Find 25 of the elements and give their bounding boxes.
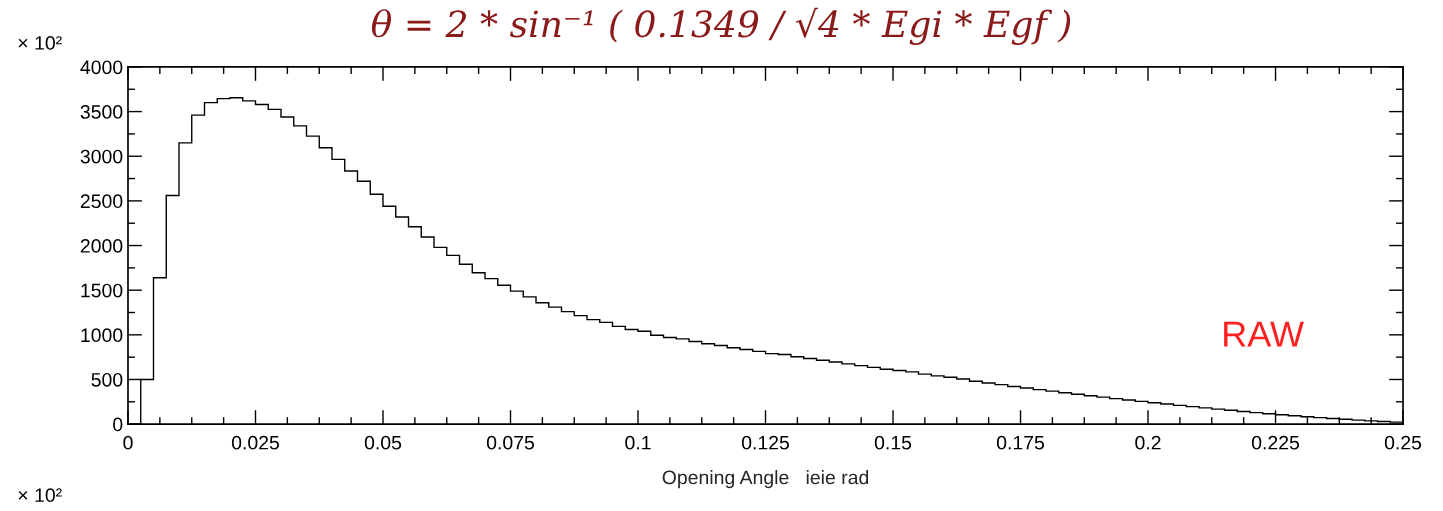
x-tick-label: 0.1 xyxy=(625,435,651,450)
text: × 10² xyxy=(18,488,62,503)
x-tick-label: 0.125 xyxy=(741,435,790,450)
x-tick-label: 0.25 xyxy=(1384,435,1422,450)
y-tick-label: 0 xyxy=(113,417,123,432)
x-tick-label: 0.175 xyxy=(996,435,1045,450)
y-tick-label: 1500 xyxy=(81,283,123,298)
x-tick-label: 0 xyxy=(123,435,133,450)
y-tick-label: 3000 xyxy=(80,149,123,164)
x-tick-label: 0.15 xyxy=(874,435,912,450)
y-tick-label: 1000 xyxy=(81,328,123,343)
x-axis-title: Opening Angle ieie rad xyxy=(662,470,869,489)
y-tick-label: 3500 xyxy=(80,105,123,119)
annotation: RAW xyxy=(1224,321,1304,347)
x-tick-label: 0.075 xyxy=(486,435,535,450)
x-tick-label: 0.025 xyxy=(231,435,280,450)
y-tick-label: 2000 xyxy=(80,239,123,253)
y-tick-label: 500 xyxy=(91,372,123,387)
x-tick-label: 0.225 xyxy=(1251,435,1300,450)
x-tick-label: 0.2 xyxy=(1135,435,1161,450)
chart-title: θ = 2 * sin⁻¹ ( 0.1349 / √4 * Egi * Egf ) xyxy=(371,7,1071,45)
text: × 10² xyxy=(18,36,62,50)
y-tick-label: 4000 xyxy=(80,60,123,75)
x-tick-label: 0.05 xyxy=(364,435,402,450)
y-tick-label: 2500 xyxy=(80,194,123,209)
